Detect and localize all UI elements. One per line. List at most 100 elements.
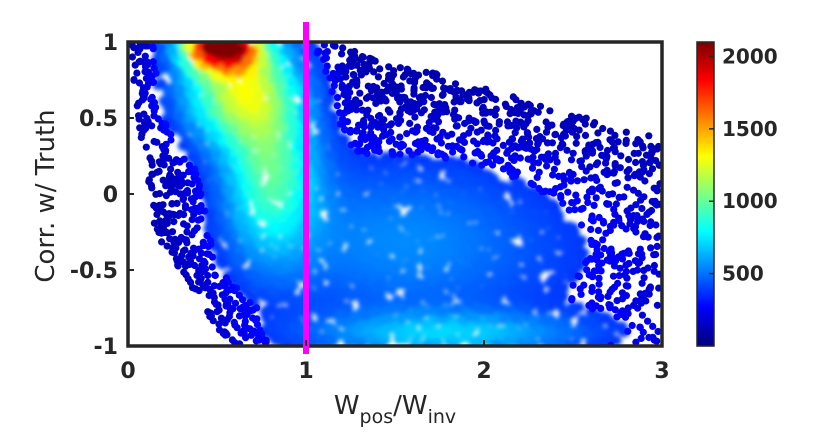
scatter-point <box>149 58 157 66</box>
scatter-point <box>269 161 280 172</box>
scatter-point <box>159 176 167 184</box>
scatter-point <box>480 180 491 191</box>
scatter-point <box>615 253 623 261</box>
scatter-point <box>550 201 561 212</box>
scatter-point <box>569 281 577 289</box>
colorbar-segment <box>697 172 714 175</box>
scatter-point <box>392 327 403 338</box>
scatter-point <box>608 285 616 293</box>
scatter-point <box>195 108 207 120</box>
scatter-point <box>155 77 167 89</box>
scatter-point <box>421 283 433 295</box>
scatter-point <box>637 334 645 342</box>
scatter-point <box>171 188 180 196</box>
colorbar-segment <box>697 82 714 85</box>
scatter-point <box>594 226 603 234</box>
colorbar-segment <box>697 274 714 277</box>
colorbar-tick-label: 1500 <box>722 117 778 141</box>
colorbar-segment <box>697 78 714 81</box>
scatter-point <box>539 335 550 346</box>
scatter-point <box>420 106 428 114</box>
scatter-point <box>248 78 259 90</box>
colorbar-segment <box>697 156 714 159</box>
colorbar-segment <box>697 114 714 117</box>
scatter-point <box>223 186 235 197</box>
scatter-point <box>166 235 174 243</box>
scatter-point <box>336 75 344 83</box>
scatter-point <box>169 179 177 187</box>
scatter-point <box>600 244 608 253</box>
colorbar-segment <box>697 260 714 263</box>
scatter-point <box>180 194 188 203</box>
scatter-point <box>554 336 565 346</box>
colorbar-segment <box>697 46 714 49</box>
scatter-point <box>404 292 416 303</box>
scatter-point <box>387 128 395 136</box>
scatter-point <box>362 229 373 241</box>
scatter-point <box>386 121 394 129</box>
scatter-point <box>346 126 355 134</box>
colorbar-segment <box>697 168 714 171</box>
scatter-point <box>587 236 595 244</box>
scatter-point <box>157 222 165 230</box>
colorbar-segment <box>697 286 714 289</box>
scatter-point <box>622 136 630 144</box>
scatter-point <box>395 312 406 323</box>
scatter-point <box>167 136 175 144</box>
scatter-point <box>148 72 156 81</box>
scatter-point <box>184 42 195 52</box>
scatter-point <box>451 322 462 334</box>
scatter-point <box>650 184 658 192</box>
scatter-point <box>190 227 199 235</box>
scatter-point <box>359 308 370 319</box>
colorbar-segment <box>697 238 714 241</box>
scatter-point <box>333 223 345 235</box>
scatter-point <box>215 326 224 334</box>
scatter-point <box>249 306 257 314</box>
scatter-point <box>283 201 294 212</box>
scatter-point <box>421 212 432 223</box>
scatter-point <box>543 162 551 170</box>
scatter-point <box>417 146 425 154</box>
scatter-point <box>483 263 494 274</box>
scatter-point <box>282 46 293 57</box>
scatter-point <box>328 88 336 96</box>
scatter-point <box>539 296 550 307</box>
scatter-point <box>150 112 158 120</box>
scatter-point <box>472 118 480 127</box>
scatter-point <box>201 93 212 104</box>
scatter-point <box>321 229 333 240</box>
scatter-point <box>534 140 542 148</box>
scatter-point <box>205 291 213 300</box>
scatter-point <box>611 148 619 156</box>
scatter-point <box>614 138 622 146</box>
scatter-point <box>634 304 642 312</box>
scatter-point <box>308 256 320 268</box>
x-label-main: W <box>334 391 360 421</box>
scatter-point <box>638 279 646 287</box>
scatter-point <box>438 77 447 85</box>
scatter-point <box>244 292 256 303</box>
scatter-point <box>269 52 281 63</box>
scatter-point <box>638 311 647 319</box>
scatter-point <box>325 334 336 346</box>
scatter-point <box>652 250 660 259</box>
scatter-point <box>649 322 657 330</box>
scatter-point <box>193 128 204 139</box>
scatter-point <box>497 203 509 215</box>
scatter-point <box>624 327 632 335</box>
scatter-point <box>190 210 198 218</box>
colorbar-segment <box>697 312 714 315</box>
scatter-point <box>345 62 353 70</box>
scatter-point <box>479 109 487 117</box>
scatter-point <box>492 126 500 134</box>
scatter-point <box>525 275 536 286</box>
colorbar-segment <box>697 298 714 301</box>
scatter-point <box>218 316 226 324</box>
colorbar-segment <box>697 326 714 329</box>
colorbar-segment <box>697 314 714 317</box>
scatter-point <box>421 199 432 210</box>
scatter-point <box>327 274 339 285</box>
scatter-point <box>314 200 326 212</box>
scatter-point <box>470 207 481 218</box>
